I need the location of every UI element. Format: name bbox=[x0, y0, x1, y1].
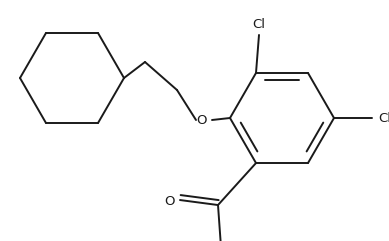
Text: O: O bbox=[197, 114, 207, 127]
Text: O: O bbox=[165, 194, 175, 208]
Text: Cl: Cl bbox=[378, 112, 389, 125]
Text: Cl: Cl bbox=[252, 19, 266, 32]
